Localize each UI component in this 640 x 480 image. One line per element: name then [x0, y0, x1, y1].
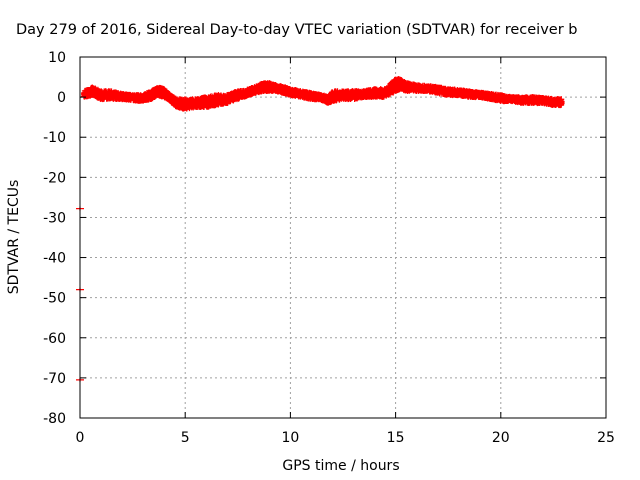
- grid: [80, 57, 606, 418]
- chart-title: Day 279 of 2016, Sidereal Day-to-day VTE…: [16, 22, 577, 38]
- data-points: [76, 76, 565, 382]
